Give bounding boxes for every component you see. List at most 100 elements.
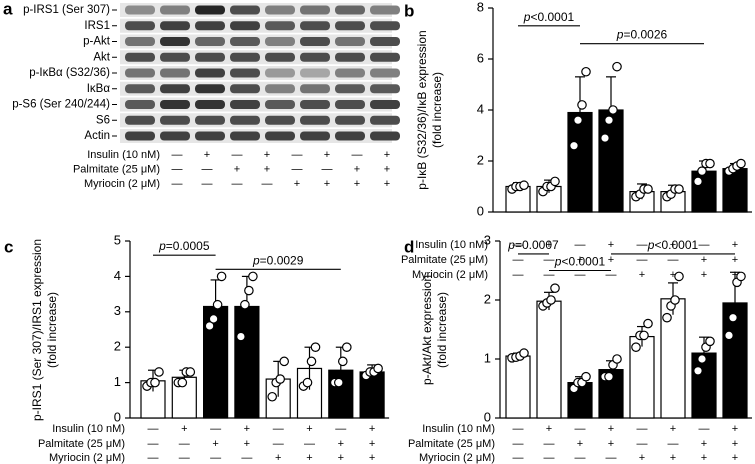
data-point xyxy=(519,348,529,358)
blot-band xyxy=(125,131,155,141)
condition-mark: + xyxy=(354,163,360,175)
blot-row-label: Akt xyxy=(93,51,110,63)
data-point xyxy=(705,336,715,347)
condition-mark: — xyxy=(148,438,159,450)
condition-label: Insulin (10 nM) xyxy=(422,423,495,435)
data-point xyxy=(185,367,196,377)
y-axis-label: (fold increase) xyxy=(45,292,59,368)
condition-mark: — xyxy=(262,178,273,190)
condition-mark: — xyxy=(241,452,252,464)
data-point xyxy=(643,184,653,194)
data-point xyxy=(550,283,560,293)
condition-mark: — xyxy=(575,452,586,464)
blot-row-label: p-IRS1 (Ser 307) xyxy=(23,4,110,16)
data-point xyxy=(275,374,285,384)
condition-mark: — xyxy=(606,269,617,281)
data-point xyxy=(604,115,614,125)
blot-band xyxy=(335,131,365,141)
data-point xyxy=(212,299,223,310)
blot-band xyxy=(265,37,295,46)
data-point xyxy=(693,365,703,376)
p-value: p<0.0001 xyxy=(554,255,606,269)
condition-mark: — xyxy=(544,452,555,464)
blot-band xyxy=(125,5,155,15)
blot-band xyxy=(370,115,400,125)
data-point xyxy=(208,314,219,324)
condition-mark: — xyxy=(148,452,159,464)
data-point xyxy=(244,285,254,296)
data-point xyxy=(341,342,352,352)
condition-mark: + xyxy=(701,269,707,281)
blot-row-label: S6 xyxy=(96,114,110,126)
y-tick-label: 3 xyxy=(484,232,491,247)
condition-mark: — xyxy=(232,149,243,161)
condition-mark: + xyxy=(546,423,552,435)
data-point xyxy=(674,184,684,194)
y-tick-label: 5 xyxy=(114,232,121,247)
condition-label: Insulin (10 nM) xyxy=(52,423,125,435)
data-point xyxy=(337,356,348,367)
blot-band xyxy=(265,21,295,31)
data-point xyxy=(302,377,313,388)
condition-mark: + xyxy=(264,149,270,161)
blot-band xyxy=(195,115,225,125)
blot-row-label: p-S6 (Ser 240/244) xyxy=(12,99,110,111)
condition-mark: — xyxy=(513,423,524,435)
data-point xyxy=(581,66,591,77)
blot-band xyxy=(265,115,295,125)
blot-band xyxy=(195,5,225,15)
y-tick-label: 0 xyxy=(484,409,491,424)
condition-label: Myriocin (2 μM) xyxy=(419,452,495,464)
condition-mark: — xyxy=(179,452,190,464)
blot-band xyxy=(335,5,365,15)
condition-mark: + xyxy=(324,178,330,190)
blot-band xyxy=(265,84,295,94)
condition-mark: — xyxy=(544,254,555,266)
data-point xyxy=(177,377,188,388)
condition-label: Insulin (10 nM) xyxy=(415,239,488,251)
blot-band xyxy=(230,131,260,141)
condition-label: Insulin (10 nM) xyxy=(87,149,160,161)
blot-band xyxy=(370,21,400,31)
condition-mark: + xyxy=(732,254,738,266)
y-axis-label: p-IRS1 (Ser 307)/IRS1 expression xyxy=(30,239,44,421)
condition-mark: + xyxy=(234,163,240,175)
y-tick-label: 8 xyxy=(477,0,484,14)
blot-band xyxy=(300,21,330,31)
y-axis-label: (fold increase) xyxy=(435,292,449,368)
condition-label: Myriocin (2 μM) xyxy=(84,178,160,190)
data-point xyxy=(310,342,321,352)
blot-band xyxy=(300,84,330,94)
condition-mark: + xyxy=(384,178,390,190)
condition-mark: — xyxy=(304,438,315,450)
blot-band xyxy=(230,37,260,46)
condition-mark: — xyxy=(202,178,213,190)
panel-label: c xyxy=(4,237,13,256)
blot-band xyxy=(230,68,260,78)
data-point xyxy=(267,391,277,402)
y-tick-label: 4 xyxy=(114,268,121,283)
p-value: p=0.0007 xyxy=(507,238,559,252)
blot-band xyxy=(125,21,155,31)
blot-band xyxy=(160,37,190,46)
y-axis-label: p-IκB (S32/36)/IκB expression xyxy=(415,30,429,189)
data-point xyxy=(600,133,610,143)
condition-label: Myriocin (2 μM) xyxy=(412,269,488,281)
condition-label: Palmitate (25 μM) xyxy=(408,438,495,450)
data-point xyxy=(204,321,215,331)
data-point xyxy=(373,363,383,374)
blot-band xyxy=(370,100,400,109)
condition-mark: — xyxy=(148,423,159,435)
bar xyxy=(722,168,748,213)
blot-band xyxy=(335,52,365,62)
blot-band xyxy=(335,100,365,109)
data-point xyxy=(643,318,653,329)
data-point xyxy=(608,105,618,115)
condition-mark: + xyxy=(369,438,375,450)
blot-band xyxy=(125,37,155,46)
condition-mark: + xyxy=(546,239,552,251)
panel-label: b xyxy=(404,1,414,20)
y-tick-label: 2 xyxy=(484,291,491,306)
blot-band xyxy=(195,21,225,31)
